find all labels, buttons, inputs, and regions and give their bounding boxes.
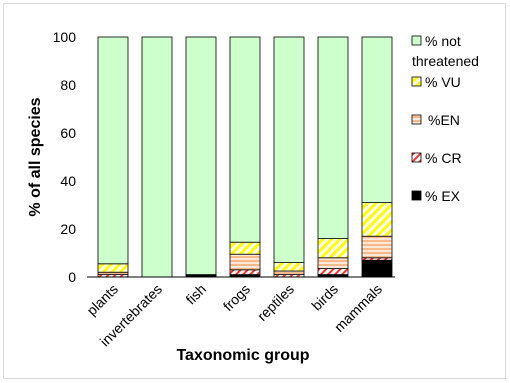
- legend-swatch-nt: [411, 35, 422, 46]
- y-axis-title: % of all species: [27, 97, 44, 216]
- bar-segment-ex-mammals: [361, 259, 393, 278]
- x-tick-label-plants: plants: [83, 281, 121, 319]
- legend-label-cr: % CR: [425, 150, 462, 166]
- bar-segment-nt-plants: [97, 36, 129, 265]
- bar-segment-vu-frogs: [229, 241, 261, 255]
- bar-segment-en-reptiles: [273, 270, 305, 275]
- y-tick-label: 0: [68, 269, 76, 285]
- legend-label-en: %EN: [428, 112, 460, 128]
- y-tick-label: 80: [60, 77, 76, 93]
- bar-segment-en-mammals: [361, 235, 393, 259]
- bar-segment-nt-frogs: [229, 36, 261, 243]
- x-tick-label-fish: fish: [182, 281, 209, 308]
- legend-swatch-en: [411, 114, 422, 125]
- legend-label-nt: % not threatened: [412, 33, 479, 69]
- bar-segment-nt-reptiles: [273, 36, 305, 264]
- x-axis-title: Taxonomic group: [176, 347, 309, 364]
- bar-segment-vu-reptiles: [273, 262, 305, 272]
- legend-swatch-cr: [411, 152, 422, 163]
- bars: [97, 36, 393, 278]
- legend-label-ex: % EX: [425, 188, 461, 204]
- legend-label-vu: % VU: [425, 74, 461, 90]
- y-tick-label: 100: [53, 29, 77, 45]
- bar-segment-nt-mammals: [361, 36, 393, 204]
- x-tick-label-birds: birds: [308, 281, 341, 314]
- bar-segment-en-frogs: [229, 253, 261, 271]
- y-tick-label: 20: [60, 221, 76, 237]
- bar-segment-nt-birds: [317, 36, 349, 240]
- bar-segment-cr-birds: [317, 268, 349, 276]
- legend: % not threatened % VU %EN % CR % EX: [411, 33, 479, 204]
- legend-swatch-vu: [411, 76, 422, 87]
- bar-segment-cr-frogs: [229, 269, 261, 275]
- y-tick-labels: 0 20 40 60 80 100: [53, 29, 77, 285]
- y-tick-label: 60: [60, 125, 76, 141]
- bar-segment-vu-birds: [317, 238, 349, 259]
- y-axis-title-group: % of all species: [27, 97, 44, 216]
- bar-segment-en-birds: [317, 257, 349, 269]
- legend-swatch-ex: [411, 190, 422, 201]
- x-tick-label-frogs: frogs: [220, 281, 253, 314]
- bar-segment-nt-fish: [185, 36, 217, 276]
- bar-segment-nt-invertebrates: [141, 36, 173, 278]
- y-tick-label: 40: [60, 173, 76, 189]
- x-tick-label-mammals: mammals: [331, 281, 385, 335]
- x-tick-label-reptiles: reptiles: [254, 281, 297, 324]
- bar-segment-vu-mammals: [361, 202, 393, 237]
- bar-segment-vu-plants: [97, 263, 129, 273]
